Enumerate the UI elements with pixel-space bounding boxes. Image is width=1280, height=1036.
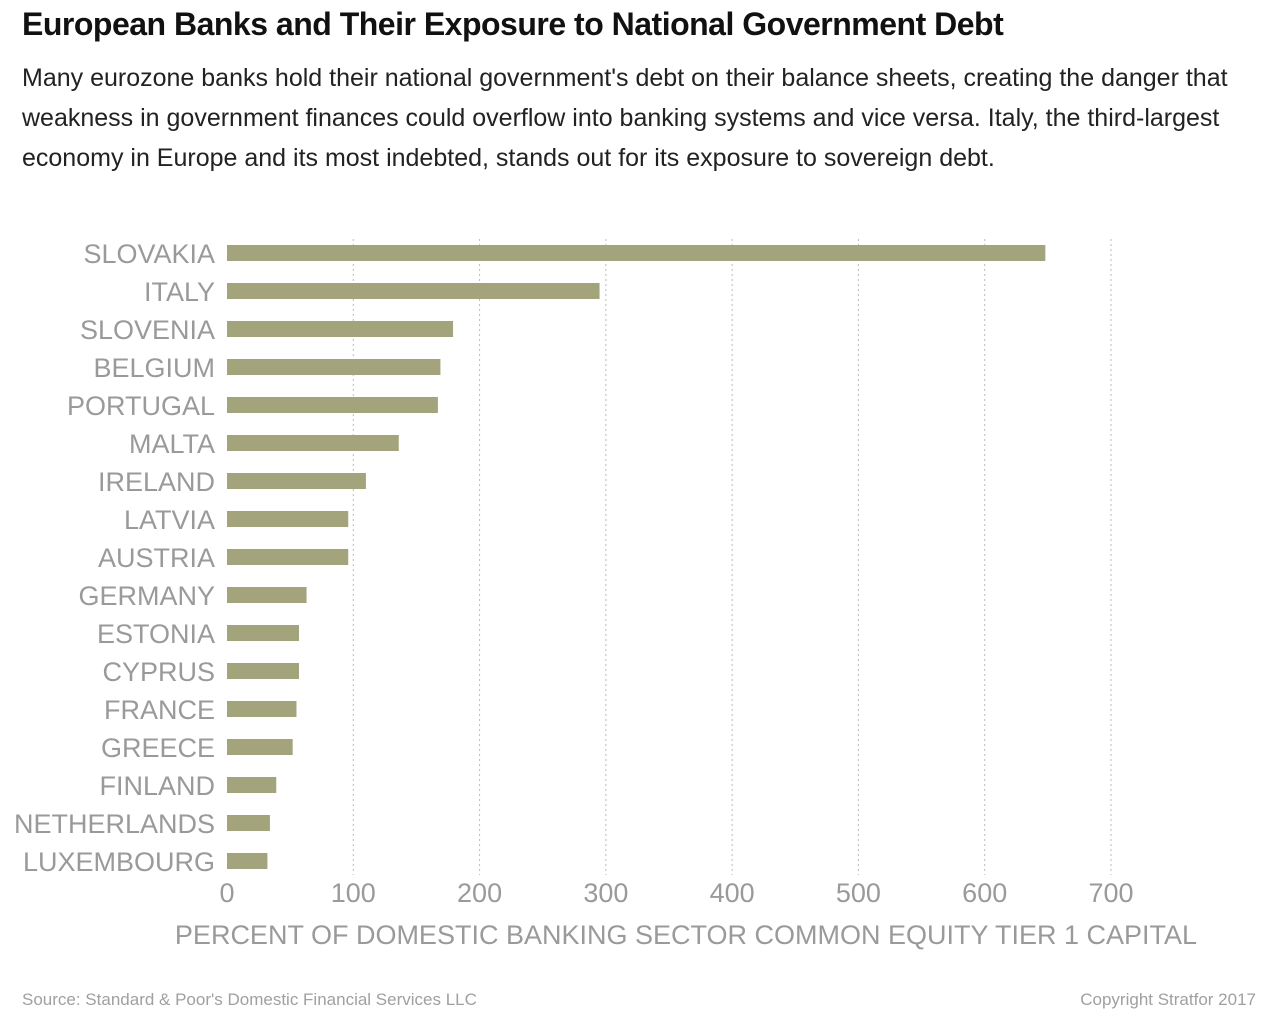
bar-greece	[227, 739, 293, 755]
x-tick-label: 700	[1088, 878, 1133, 908]
category-label: SLOVENIA	[80, 315, 215, 345]
bar-finland	[227, 777, 277, 793]
bar-chart: SLOVAKIA ITALY SLOVENIA BELGIUM PORTUGAL MALT…	[14, 239, 1197, 950]
x-tick-label: 0	[219, 878, 234, 908]
bar-slovenia	[227, 321, 454, 337]
category-label: ITALY	[144, 277, 215, 307]
category-label: FINLAND	[99, 771, 215, 801]
category-label: MALTA	[129, 429, 215, 459]
bar-luxembourg	[227, 853, 268, 869]
category-label: NETHERLANDS	[14, 809, 215, 839]
bar-latvia	[227, 511, 349, 527]
category-label: BELGIUM	[93, 353, 215, 383]
x-tick-label: 200	[457, 878, 502, 908]
bars	[227, 245, 1046, 869]
category-label: ESTONIA	[97, 619, 215, 649]
bar-austria	[227, 549, 349, 565]
category-label: GREECE	[101, 733, 215, 763]
x-tick-label: 300	[583, 878, 628, 908]
bar-slovakia	[227, 245, 1046, 261]
bar-cyprus	[227, 663, 299, 679]
x-axis-title: PERCENT OF DOMESTIC BANKING SECTOR COMMO…	[175, 920, 1197, 950]
x-axis-ticks: 0 100 200 300 400 500 600 700	[219, 878, 1133, 908]
chart-title: European Banks and Their Exposure to Nat…	[22, 6, 1004, 42]
bar-germany	[227, 587, 307, 603]
category-label: LUXEMBOURG	[23, 847, 215, 877]
x-tick-label: 100	[331, 878, 376, 908]
category-label: GERMANY	[78, 581, 215, 611]
category-labels: SLOVAKIA ITALY SLOVENIA BELGIUM PORTUGAL MALT…	[14, 239, 215, 877]
bar-portugal	[227, 397, 438, 413]
category-label: AUSTRIA	[98, 543, 215, 573]
bar-estonia	[227, 625, 299, 641]
x-tick-label: 400	[710, 878, 755, 908]
copyright-note: Copyright Stratfor 2017	[1080, 990, 1256, 1009]
bar-france	[227, 701, 297, 717]
chart-subtitle: Many eurozone banks hold their national …	[22, 64, 1228, 172]
category-label: SLOVAKIA	[83, 239, 215, 269]
category-label: FRANCE	[104, 695, 215, 725]
bar-netherlands	[227, 815, 270, 831]
x-tick-label: 500	[836, 878, 881, 908]
bar-belgium	[227, 359, 441, 375]
gridlines	[352, 239, 1112, 875]
bar-ireland	[227, 473, 366, 489]
source-note: Source: Standard & Poor's Domestic Finan…	[22, 990, 477, 1009]
category-label: PORTUGAL	[67, 391, 215, 421]
category-label: IRELAND	[98, 467, 215, 497]
category-label: LATVIA	[124, 505, 215, 535]
bar-italy	[227, 283, 600, 299]
bar-malta	[227, 435, 399, 451]
category-label: CYPRUS	[102, 657, 215, 687]
x-tick-label: 600	[962, 878, 1007, 908]
